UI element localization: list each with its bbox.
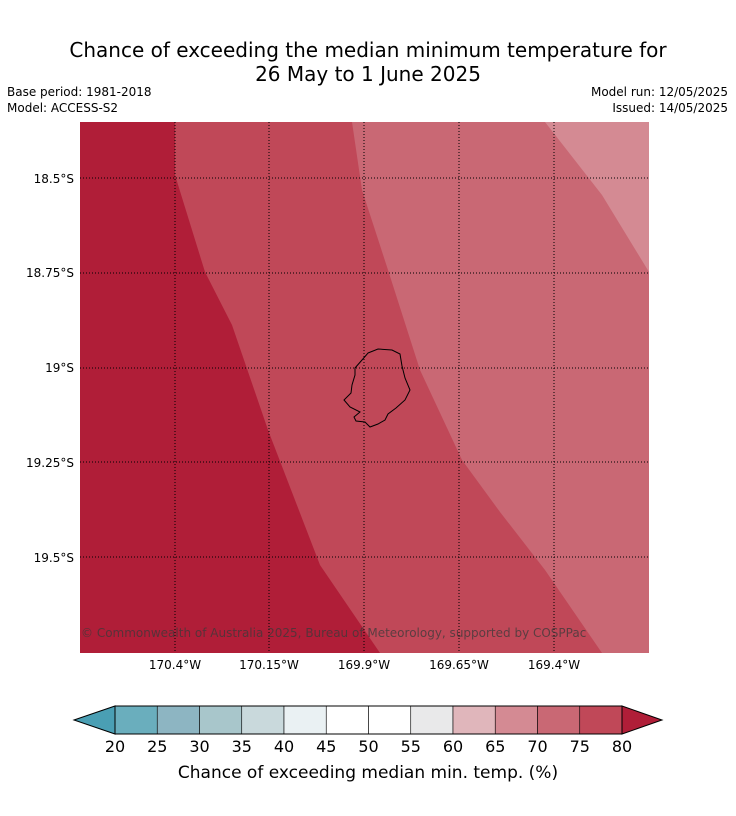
colorbar-tick-label: 80	[612, 737, 632, 756]
colorbar-cell	[241, 705, 285, 735]
lat-tick-labels: 18.5°S 18.75°S 19°S 19.25°S 19.5°S	[26, 172, 74, 565]
colorbar-cells	[114, 705, 623, 735]
colorbar-under-arrow	[72, 705, 116, 735]
colorbar-tick-label: 30	[189, 737, 209, 756]
colorbar-tick-label: 75	[570, 737, 590, 756]
colorbar-cell	[494, 705, 538, 735]
colorbar-cell	[114, 705, 158, 735]
colorbar-cell	[452, 705, 496, 735]
colorbar-cell	[156, 705, 200, 735]
model-text: Model: ACCESS-S2	[7, 101, 119, 115]
chart-title: Chance of exceeding the median minimum t…	[0, 38, 736, 86]
colorbar-frame	[114, 705, 623, 735]
colorbar-over-arrow	[621, 705, 664, 735]
lat-tick-label: 19°S	[45, 361, 74, 375]
colorbar-cell	[283, 705, 327, 735]
colorbar-tick-label: 50	[358, 737, 378, 756]
copyright-text: © Commonwealth of Australia 2025, Bureau…	[81, 626, 586, 640]
colorbar-tick-label: 25	[147, 737, 167, 756]
colorbar-tick-labels: 20 25 30 35 40 45 50 55 60 65 70 75 80	[105, 737, 632, 756]
meta-right: Model run: 12/05/2025 Issued: 14/05/2025	[591, 84, 728, 116]
issued-text: Issued: 14/05/2025	[612, 101, 728, 115]
colorbar-tick-label: 55	[401, 737, 421, 756]
colorbar-cell	[325, 705, 369, 735]
title-line-1: Chance of exceeding the median minimum t…	[69, 38, 667, 62]
colorbar-tick-label: 45	[316, 737, 336, 756]
colorbar-tick-label: 70	[527, 737, 547, 756]
meta-left: Base period: 1981-2018 Model: ACCESS-S2	[7, 84, 152, 116]
colorbar-cell	[368, 705, 412, 735]
colorbar-cell	[199, 705, 243, 735]
lat-tick-label: 18.5°S	[34, 172, 74, 186]
colorbar-cell	[410, 705, 454, 735]
zone-65-70	[545, 122, 649, 272]
lon-tick-label: 170.15°W	[239, 658, 299, 672]
lat-tick-label: 18.75°S	[26, 266, 74, 280]
lon-tick-label: 169.9°W	[338, 658, 390, 672]
island-outline	[343, 348, 411, 428]
colorbar-tick-label: 60	[443, 737, 463, 756]
colorbar-title: Chance of exceeding median min. temp. (%…	[178, 763, 558, 783]
lon-tick-labels: 170.4°W 170.15°W 169.9°W 169.65°W 169.4°…	[149, 658, 580, 672]
lat-tick-label: 19.5°S	[34, 551, 74, 565]
zone-70-75	[352, 122, 649, 653]
lon-tick-label: 169.4°W	[528, 658, 580, 672]
lat-tick-label: 19.25°S	[26, 456, 74, 470]
colorbar-cell	[537, 705, 581, 735]
lon-tick-label: 170.4°W	[149, 658, 201, 672]
colorbar-tick-label: 65	[485, 737, 505, 756]
lon-tick-label: 169.65°W	[429, 658, 489, 672]
gridlines	[80, 122, 649, 653]
colorbar: 20 25 30 35 40 45 50 55 60 65 70 75 80 Chance of exc…	[72, 705, 664, 783]
base-period-text: Base period: 1981-2018	[7, 85, 152, 99]
colorbar-tick-label: 40	[274, 737, 294, 756]
title-line-2: 26 May to 1 June 2025	[255, 62, 481, 86]
map-area: © Commonwealth of Australia 2025, Bureau…	[80, 122, 649, 653]
colorbar-tick-label: 20	[105, 737, 125, 756]
colorbar-tick-label: 35	[232, 737, 252, 756]
model-run-text: Model run: 12/05/2025	[590, 85, 728, 99]
colorbar-cell	[579, 705, 623, 735]
